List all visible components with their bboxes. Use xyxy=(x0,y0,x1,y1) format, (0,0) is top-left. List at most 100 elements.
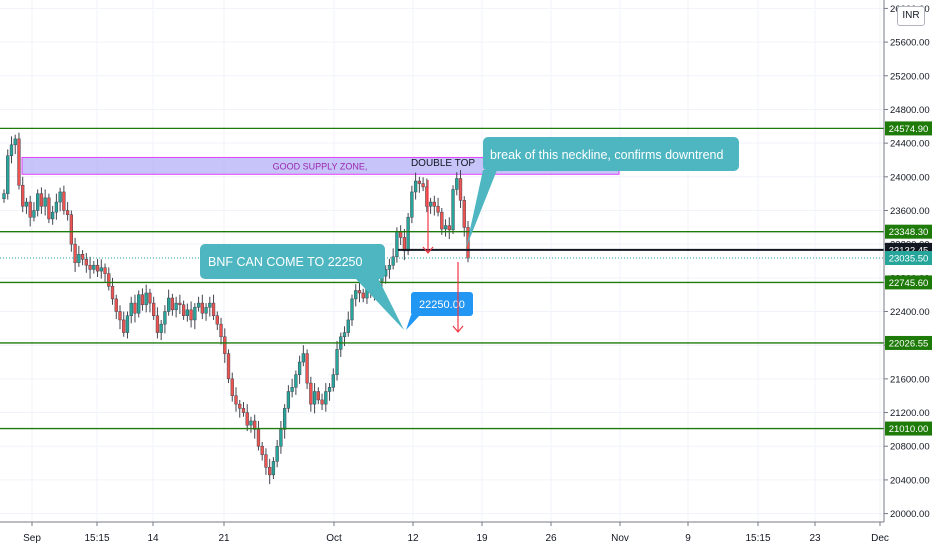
candle-body xyxy=(21,184,25,207)
price-level-label: 23348.30 xyxy=(889,227,929,238)
y-tick-label: 21200.00 xyxy=(890,408,930,419)
price-level-label: 23132.45 xyxy=(889,245,929,256)
currency-badge[interactable]: INR xyxy=(897,6,925,26)
candle-body xyxy=(103,267,107,274)
candle-body xyxy=(148,292,152,304)
price-level-label-bg xyxy=(885,335,932,350)
candle-body xyxy=(455,178,459,190)
candle-body xyxy=(122,319,126,333)
y-tick-label: 20400.00 xyxy=(890,475,930,486)
y-tick-label: 25600.00 xyxy=(890,38,930,49)
candle-body xyxy=(99,267,103,272)
x-tick-label: 15:15 xyxy=(745,533,770,544)
candle-body xyxy=(275,445,279,462)
x-tick-label: 12 xyxy=(407,533,419,544)
candle-body xyxy=(118,311,122,321)
candle-body xyxy=(9,144,14,157)
candle-body xyxy=(443,225,448,230)
price-level-label-bg xyxy=(885,121,932,136)
candle-body xyxy=(181,304,186,316)
candle-body xyxy=(387,264,392,270)
candle-body xyxy=(204,307,208,314)
candle-body xyxy=(410,191,414,218)
candle-body xyxy=(32,210,36,218)
down-arrow-target xyxy=(452,262,464,333)
candle-body xyxy=(271,461,276,476)
candle-body xyxy=(92,264,96,270)
candle-body xyxy=(211,302,216,316)
candle-body xyxy=(88,264,92,270)
candle-body xyxy=(413,180,418,193)
price-level-label: 21010.00 xyxy=(889,424,929,435)
candle-body xyxy=(458,178,463,201)
candle-body xyxy=(421,183,425,188)
candle-body xyxy=(391,256,395,266)
candle-body xyxy=(279,429,283,447)
candle-body xyxy=(312,391,317,405)
x-tick-label: 14 xyxy=(147,533,159,544)
candle-body xyxy=(294,374,298,388)
candle-body xyxy=(305,353,309,384)
y-tick-label: 20800.00 xyxy=(890,442,930,453)
candle-body xyxy=(253,420,257,430)
candle-body xyxy=(402,237,407,252)
candle-body xyxy=(17,138,21,186)
candle-body xyxy=(346,319,350,333)
candle-body xyxy=(155,315,160,333)
neckline-callout-pointer xyxy=(466,170,497,248)
candle-body xyxy=(6,155,10,194)
price-axis-area xyxy=(884,0,932,550)
candle-body xyxy=(238,403,242,409)
candle-body xyxy=(2,193,6,199)
x-tick-label: 9 xyxy=(685,533,691,544)
candle-body xyxy=(436,206,440,213)
candle-body xyxy=(428,201,433,207)
candle-body xyxy=(137,294,141,314)
double-top-label: DOUBLE TOP xyxy=(411,158,475,169)
candle-body xyxy=(58,191,62,203)
y-tick-label: 21600.00 xyxy=(890,374,930,385)
candle-body xyxy=(361,292,365,299)
target-callout-text: BNF CAN COME TO 22250 xyxy=(208,255,362,269)
candle-body xyxy=(350,298,354,321)
x-tick-label: 26 xyxy=(545,533,557,544)
candle-body xyxy=(47,197,51,220)
neckline-callout: break of this neckline, confirms downtre… xyxy=(466,137,739,248)
y-tick-label: 25200.00 xyxy=(890,71,930,82)
candle-body xyxy=(208,302,212,308)
candle-body xyxy=(462,200,466,228)
down-arrow-top xyxy=(422,180,434,254)
price-level-label: 22745.60 xyxy=(889,278,929,289)
y-tick-label: 24400.00 xyxy=(890,139,930,150)
candle-body xyxy=(234,395,238,405)
candle-body xyxy=(170,297,175,311)
candle-body xyxy=(440,211,444,230)
price-level-label-bg xyxy=(885,421,932,436)
candle-body xyxy=(268,467,272,476)
candle-body xyxy=(24,201,29,207)
price-level-label-bg xyxy=(885,224,932,239)
candle-body xyxy=(193,307,197,321)
candle-body xyxy=(223,336,227,354)
candle-body xyxy=(264,454,268,468)
candle-body xyxy=(178,302,182,306)
candle-body xyxy=(13,138,17,146)
candle-body xyxy=(320,399,324,405)
neckline-callout-box xyxy=(483,137,739,171)
candle-body xyxy=(316,391,320,401)
candle-body xyxy=(107,273,111,287)
price-level-label: 24574.90 xyxy=(889,124,929,135)
candle-body xyxy=(28,201,32,218)
x-tick-label: 19 xyxy=(476,533,488,544)
candle-body xyxy=(166,297,171,312)
x-tick-label: 23 xyxy=(809,533,821,544)
candle-body xyxy=(144,292,148,306)
candle-body xyxy=(331,374,335,388)
candle-body xyxy=(286,391,291,409)
candle-body xyxy=(301,353,306,363)
candle-body xyxy=(159,323,163,333)
candle-body xyxy=(226,353,231,380)
